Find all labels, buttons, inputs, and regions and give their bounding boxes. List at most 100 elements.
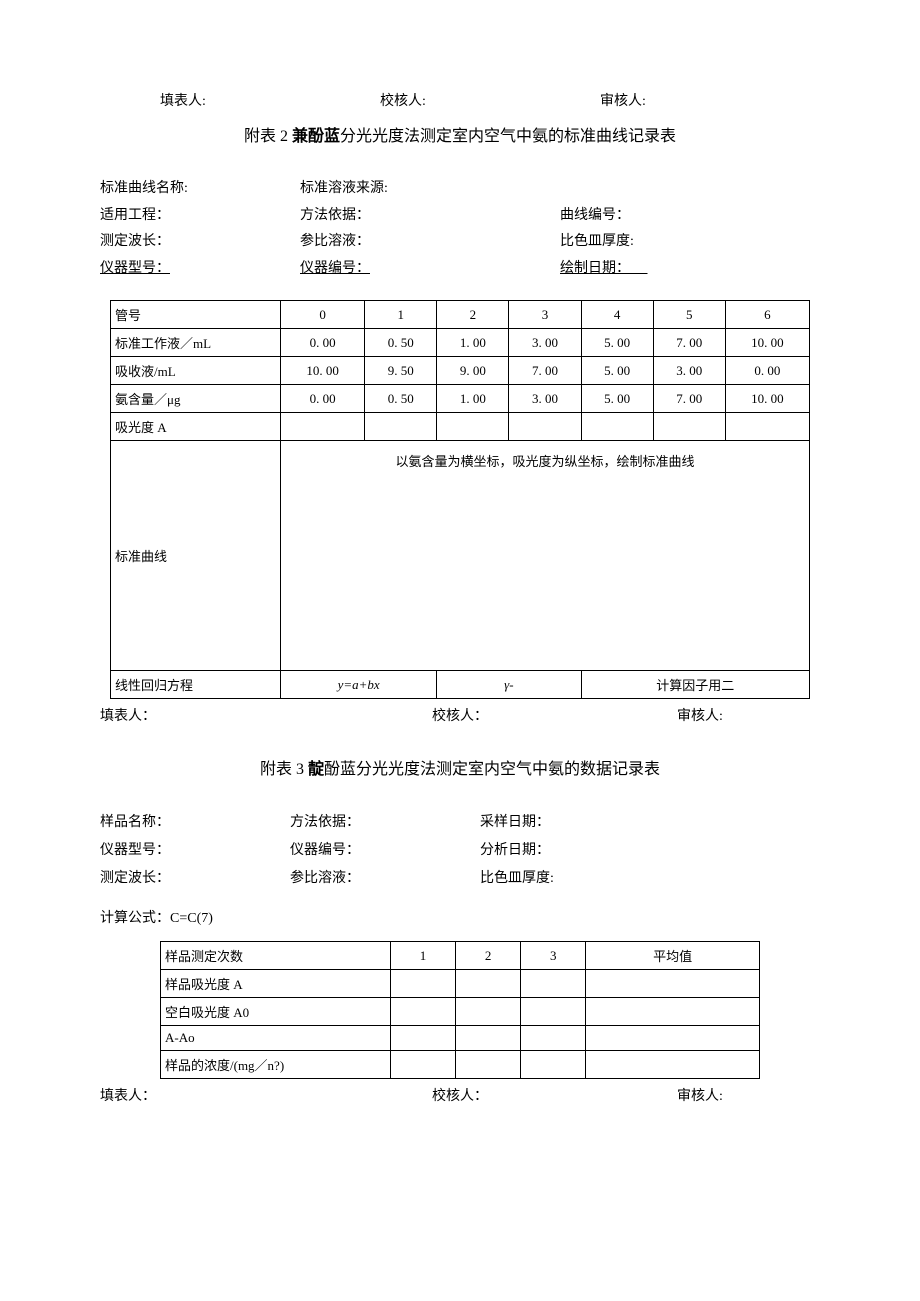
row-label-absorb: 吸收液/mL	[111, 357, 281, 385]
t2-row-label: 样品的浓度/(mg／n?)	[161, 1051, 391, 1079]
table-cell: 5. 00	[581, 329, 653, 357]
t2-row-label: A-Ao	[161, 1026, 391, 1051]
table-cell: 1. 00	[437, 329, 509, 357]
table-cell: 6	[725, 301, 809, 329]
data-record-table: 样品测定次数 1 2 3 平均值 样品吸光度 A 空白吸光度 A0 A-Ao 样…	[160, 941, 760, 1079]
footer1-checker: 校核人：	[340, 705, 580, 725]
table-cell: 5. 00	[581, 385, 653, 413]
table-row: 样品吸光度 A	[161, 970, 760, 998]
table-cell	[653, 413, 725, 441]
header-checker: 校核人:	[380, 90, 600, 110]
table-cell: 平均值	[586, 942, 760, 970]
table-cell: 2	[456, 942, 521, 970]
regression-gamma-cell: γ-	[437, 671, 581, 699]
table-row-curve: 标准曲线 以氨含量为横坐标，吸光度为纵坐标，绘制标准曲线	[111, 441, 810, 671]
table-cell	[365, 413, 437, 441]
regression-eq-cell: y=a+bx	[281, 671, 437, 699]
meta-instrument-model: 仪器型号：	[100, 256, 300, 283]
table-cell: 1	[365, 301, 437, 329]
table-cell: 3	[509, 301, 581, 329]
table-cell: 7. 00	[509, 357, 581, 385]
table-cell: 4	[581, 301, 653, 329]
table-cell: 0. 00	[725, 357, 809, 385]
table-cell: 0. 50	[365, 329, 437, 357]
table-cell	[456, 1026, 521, 1051]
table-cell: 3. 00	[509, 329, 581, 357]
table-cell	[456, 998, 521, 1026]
table-cell: 7. 00	[653, 385, 725, 413]
meta2-instrument-model: 仪器型号：	[100, 837, 290, 865]
meta2-method: 方法依据：	[290, 809, 480, 837]
t2-row-label: 空白吸光度 A0	[161, 998, 391, 1026]
table-cell: 3	[521, 942, 586, 970]
title-appendix-2: 附表 2 兼酚蓝分光光度法测定室内空气中氨的标准曲线记录表	[100, 122, 820, 146]
table-cell: 2	[437, 301, 509, 329]
row-label-tube: 管号	[111, 301, 281, 329]
footer1-reviewer: 审核人:	[580, 705, 820, 725]
table-cell: 9. 00	[437, 357, 509, 385]
table-cell	[521, 998, 586, 1026]
curve-note-cell: 以氨含量为横坐标，吸光度为纵坐标，绘制标准曲线	[281, 441, 810, 671]
table-cell: 3. 00	[509, 385, 581, 413]
table-row-regression: 线性回归方程 y=a+bx γ- 计算因子用二	[111, 671, 810, 699]
table-row: 样品的浓度/(mg／n?)	[161, 1051, 760, 1079]
table-cell: 1. 00	[437, 385, 509, 413]
table-row: 吸光度 A	[111, 413, 810, 441]
table-row: A-Ao	[161, 1026, 760, 1051]
table-cell: 5	[653, 301, 725, 329]
table-row: 管号 0 1 2 3 4 5 6	[111, 301, 810, 329]
table-row: 标准工作液／mL 0. 00 0. 50 1. 00 3. 00 5. 00 7…	[111, 329, 810, 357]
table-cell	[456, 970, 521, 998]
table-cell: 10. 00	[725, 329, 809, 357]
row-label-absorbance: 吸光度 A	[111, 413, 281, 441]
table-cell: 3. 00	[653, 357, 725, 385]
footer2-checker: 校核人：	[340, 1085, 580, 1105]
table-cell	[391, 998, 456, 1026]
standard-curve-table: 管号 0 1 2 3 4 5 6 标准工作液／mL 0. 00 0. 50 1.…	[110, 300, 810, 699]
header-signature-row: 填表人: 校核人: 审核人:	[100, 90, 820, 110]
meta2-analysis-date: 分析日期：	[480, 837, 820, 865]
meta-curve-name: 标准曲线名称:	[100, 176, 300, 203]
table-cell	[281, 413, 365, 441]
header-filler: 填表人:	[100, 90, 380, 110]
header-reviewer: 审核人:	[600, 90, 820, 110]
regression-factor-cell: 计算因子用二	[581, 671, 810, 699]
meta-ref-solution: 参比溶液：	[300, 229, 560, 256]
meta-block-2: 样品名称： 方法依据： 采样日期： 仪器型号： 仪器编号： 分析日期： 测定波长…	[100, 809, 820, 893]
meta-method: 方法依据：	[300, 203, 560, 230]
table-row: 样品测定次数 1 2 3 平均值	[161, 942, 760, 970]
table-cell	[725, 413, 809, 441]
table-row: 空白吸光度 A0	[161, 998, 760, 1026]
table-cell: 7. 00	[653, 329, 725, 357]
table-cell	[521, 970, 586, 998]
meta2-cuvette: 比色皿厚度:	[480, 865, 820, 893]
row-label-regression: 线性回归方程	[111, 671, 281, 699]
footer-signature-row-2: 填表人： 校核人： 审核人:	[100, 1085, 820, 1105]
table-row: 吸收液/mL 10. 00 9. 50 9. 00 7. 00 5. 00 3.…	[111, 357, 810, 385]
table-cell: 9. 50	[365, 357, 437, 385]
table-cell	[586, 970, 760, 998]
meta2-wavelength: 测定波长：	[100, 865, 290, 893]
meta-cuvette: 比色皿厚度:	[560, 229, 820, 256]
calculation-formula: 计算公式：C=C(7)	[100, 907, 820, 927]
t2-row-label: 样品吸光度 A	[161, 970, 391, 998]
table-cell: 0. 00	[281, 329, 365, 357]
meta-block-1: 标准曲线名称: 标准溶液来源: 适用工程： 方法依据： 曲线编号： 测定波长： …	[100, 176, 820, 282]
footer2-reviewer: 审核人:	[580, 1085, 820, 1105]
table-cell	[581, 413, 653, 441]
table-cell: 5. 00	[581, 357, 653, 385]
table-cell	[521, 1051, 586, 1079]
meta-project: 适用工程：	[100, 203, 300, 230]
table-row: 氨含量／μg 0. 00 0. 50 1. 00 3. 00 5. 00 7. …	[111, 385, 810, 413]
meta-std-source: 标准溶液来源:	[300, 176, 560, 203]
meta-draw-date: 绘制日期：	[560, 256, 820, 283]
meta-wavelength: 测定波长：	[100, 229, 300, 256]
row-label-nh: 氨含量／μg	[111, 385, 281, 413]
table-cell: 10. 00	[725, 385, 809, 413]
table-cell: 0. 50	[365, 385, 437, 413]
footer-signature-row-1: 填表人： 校核人： 审核人:	[100, 705, 820, 725]
meta-curve-no: 曲线编号：	[560, 203, 820, 230]
row-label-curve: 标准曲线	[111, 441, 281, 671]
footer2-filler: 填表人：	[100, 1085, 340, 1105]
table-cell	[521, 1026, 586, 1051]
